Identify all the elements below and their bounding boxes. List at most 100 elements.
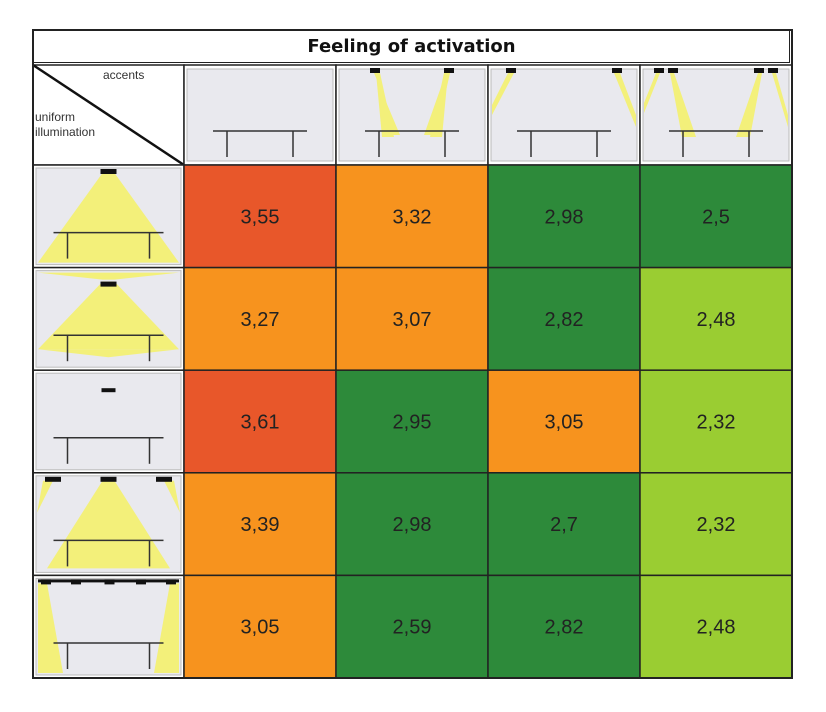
light-beam <box>736 73 762 137</box>
cell-fill <box>335 266 489 371</box>
cell-value: 2,98 <box>393 514 432 536</box>
heatmap-cell-r2-c3: 2,82 <box>487 266 641 371</box>
heatmap-cell-r3-c4: 2,32 <box>639 369 793 474</box>
small-downlight-icon <box>35 372 182 471</box>
icon-panel <box>35 372 182 471</box>
light-beam <box>670 73 696 137</box>
cell-value: 3,07 <box>393 309 432 331</box>
heatmap-cell-r3-c1: 3,61 <box>183 369 337 474</box>
heatmap-cell-r2-c4: 2,48 <box>639 266 793 371</box>
heatmap-cell-r3-c3: 3,05 <box>487 369 641 474</box>
heatmap-cell-r1-c3: 2,98 <box>487 164 641 269</box>
spot-luminaire <box>444 68 454 73</box>
light-beam <box>772 73 788 127</box>
heatmap-cell-r4-c4: 2,32 <box>639 472 793 577</box>
spot-luminaire <box>612 68 622 73</box>
two-spot-center-icon <box>338 68 486 162</box>
corner-label-illumination: illumination <box>35 125 95 139</box>
cell-fill <box>183 369 337 474</box>
cell-value: 3,05 <box>545 412 584 434</box>
heatmap-cell-r4-c2: 2,98 <box>335 472 489 577</box>
light-beam <box>492 73 514 115</box>
heatmap-cell-r4-c3: 2,7 <box>487 472 641 577</box>
light-cone <box>38 173 179 263</box>
cell-value: 2,82 <box>545 309 584 331</box>
light-beam <box>644 73 660 113</box>
luminaire <box>136 579 146 585</box>
heatmap-cell-r5-c2: 2,59 <box>335 574 489 679</box>
spot-luminaire <box>754 68 764 73</box>
luminaire <box>104 579 115 585</box>
corner-label-uniform: uniform <box>35 110 75 124</box>
spot-luminaire <box>668 68 678 73</box>
icon-panel <box>490 68 638 162</box>
luminaire <box>41 579 51 585</box>
cell-fill <box>639 472 793 577</box>
heatmap-cell-r2-c2: 3,07 <box>335 266 489 371</box>
light-cone <box>47 480 170 569</box>
icon-panel <box>338 68 486 162</box>
cell-value: 2,98 <box>545 206 584 228</box>
row-header-2 <box>32 266 185 371</box>
light-cone-left <box>37 480 53 513</box>
row-header-4 <box>32 472 185 577</box>
light-cone-right <box>164 480 180 513</box>
light-beam <box>614 73 636 127</box>
cell-value: 2,82 <box>545 617 584 639</box>
luminaire <box>45 476 61 482</box>
cell-value: 2,5 <box>702 206 730 228</box>
corner-label-accents: accents <box>103 68 144 82</box>
cell-fill <box>639 266 793 371</box>
luminaire <box>100 281 117 287</box>
cell-value: 3,55 <box>241 206 280 228</box>
light-cone-bottom <box>38 349 179 358</box>
cell-value: 2,59 <box>393 617 432 639</box>
spot-luminaire <box>654 68 664 73</box>
heatmap-cell-r3-c2: 2,95 <box>335 369 489 474</box>
wide-downlight-icon <box>35 167 182 266</box>
heatmap-cell-r1-c2: 3,32 <box>335 164 489 269</box>
luminaire <box>166 579 176 585</box>
cell-fill <box>639 574 793 679</box>
heatmap-cell-r1-c4: 2,5 <box>639 164 793 269</box>
cell-fill <box>183 574 337 679</box>
wallwash-right <box>154 583 179 673</box>
heatmap-cell-r1-c1: 3,55 <box>183 164 337 269</box>
cell-value: 2,32 <box>697 412 736 434</box>
light-cone <box>38 281 179 350</box>
row-header-5 <box>32 574 185 679</box>
spot-luminaire <box>506 68 516 73</box>
cell-fill <box>335 472 489 577</box>
heatmap-cell-r4-c1: 3,39 <box>183 472 337 577</box>
cell-value: 3,05 <box>241 617 280 639</box>
cell-fill <box>487 369 641 474</box>
chart-title: Feeling of activation <box>33 30 790 63</box>
icon-panel <box>186 68 334 162</box>
row-header-1 <box>32 164 185 269</box>
uplight-cone <box>38 272 179 280</box>
spot-luminaire <box>370 68 380 73</box>
cell-value: 2,7 <box>550 514 578 536</box>
column-header-2 <box>335 64 489 166</box>
luminaire <box>156 476 172 482</box>
cell-value: 3,32 <box>393 206 432 228</box>
column-header-4 <box>639 64 793 166</box>
corner-diagonal <box>32 63 185 167</box>
spot-luminaire <box>768 68 778 73</box>
column-header-1 <box>183 64 337 166</box>
wall-wash-light-icon <box>35 577 182 676</box>
three-downlight-icon <box>35 475 182 573</box>
heatmap-cell-r5-c4: 2,48 <box>639 574 793 679</box>
cell-fill <box>639 369 793 474</box>
cell-fill <box>487 164 641 269</box>
heatmap-cell-r2-c1: 3,27 <box>183 266 337 371</box>
outer-border <box>32 29 793 679</box>
row-header-3 <box>32 369 185 474</box>
cell-value: 2,95 <box>393 412 432 434</box>
luminaire <box>100 476 117 482</box>
heatmap-cell-r5-c3: 2,82 <box>487 574 641 679</box>
cell-value: 2,48 <box>697 617 736 639</box>
wallwash-left <box>38 583 63 673</box>
